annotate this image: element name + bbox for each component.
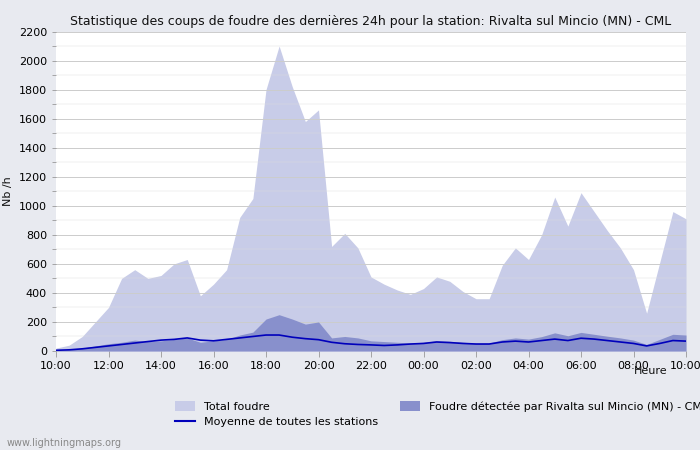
Text: Heure: Heure bbox=[634, 366, 667, 376]
Legend: Total foudre, Moyenne de toutes les stations, Foudre détectée par Rivalta sul Mi: Total foudre, Moyenne de toutes les stat… bbox=[175, 401, 700, 428]
Text: www.lightningmaps.org: www.lightningmaps.org bbox=[7, 437, 122, 447]
Title: Statistique des coups de foudre des dernières 24h pour la station: Rivalta sul M: Statistique des coups de foudre des dern… bbox=[71, 14, 671, 27]
Y-axis label: Nb /h: Nb /h bbox=[4, 176, 13, 206]
